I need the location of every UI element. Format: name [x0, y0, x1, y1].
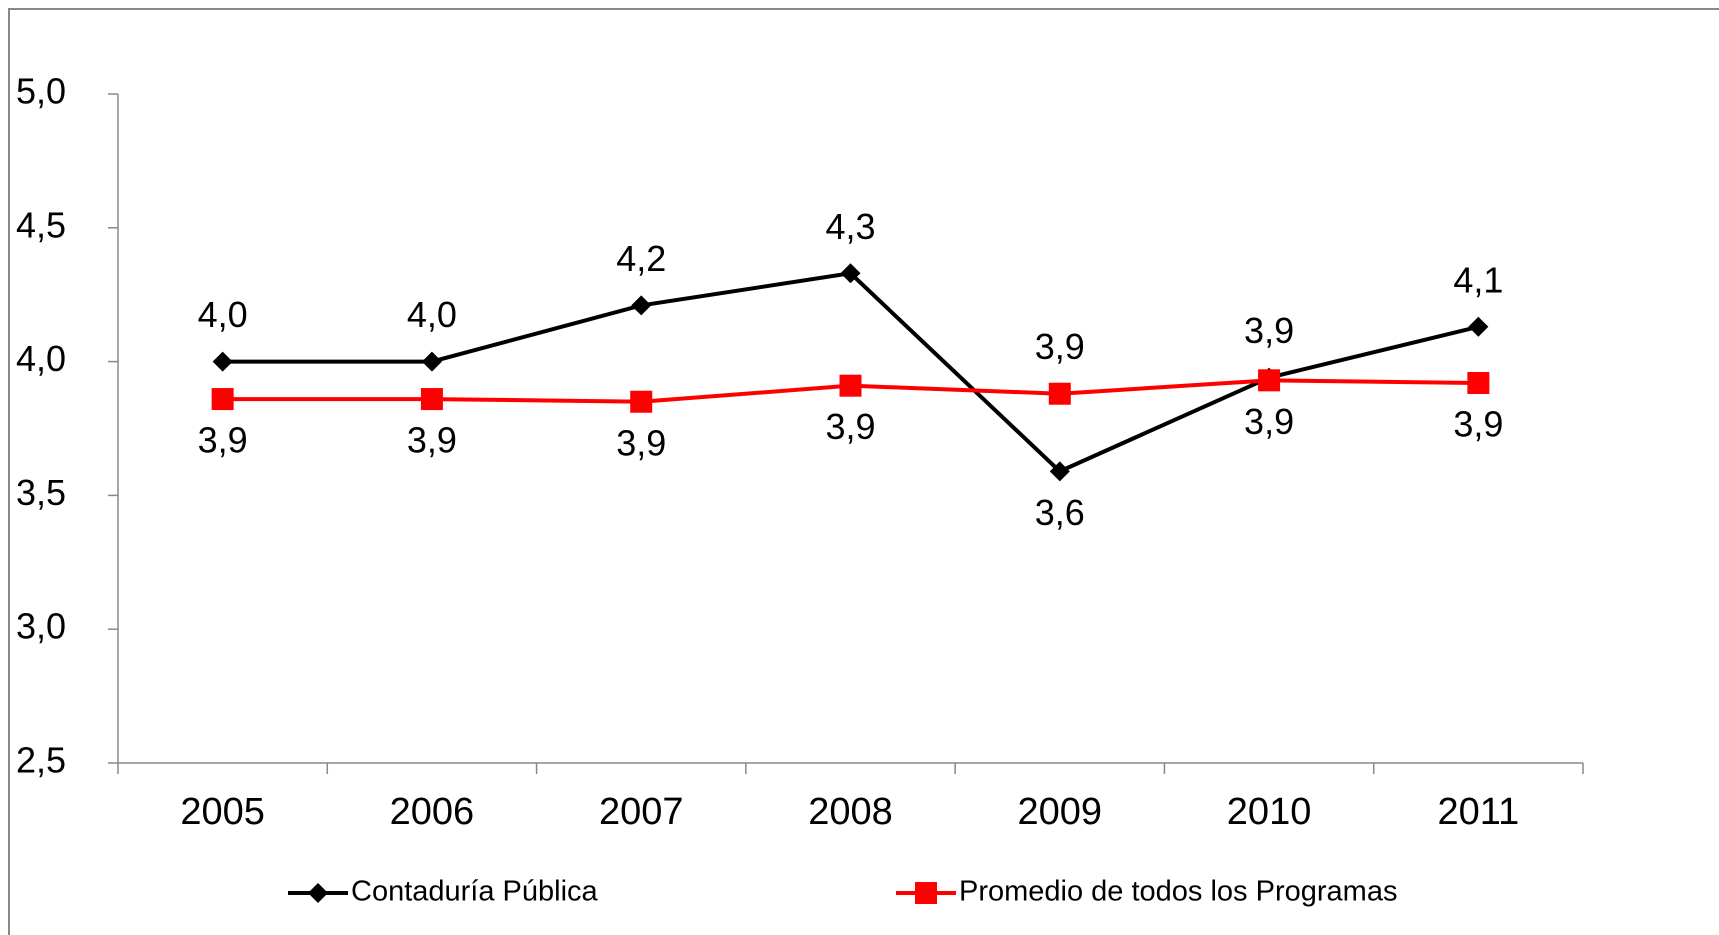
data-point: [1467, 372, 1490, 395]
legend-label: Contaduría Pública: [351, 876, 599, 908]
y-tick-label: 4,5: [16, 204, 66, 245]
x-tick-label: 2006: [390, 791, 475, 833]
data-point: [212, 351, 233, 372]
data-label: 4,3: [825, 206, 875, 247]
data-label: 3,9: [1244, 310, 1294, 351]
data-label: 4,2: [616, 238, 666, 279]
legend-label: Promedio de todos los Programas: [959, 876, 1397, 908]
data-label: 4,0: [407, 294, 457, 335]
x-tick-label: 2008: [808, 791, 893, 833]
legend-marker: [915, 882, 937, 904]
data-point: [211, 388, 234, 411]
data-point: [1049, 461, 1070, 482]
x-tick-label: 2009: [1018, 791, 1103, 833]
data-point: [1258, 369, 1281, 392]
x-tick-label: 2010: [1227, 791, 1312, 833]
data-label: 3,9: [825, 406, 875, 447]
data-point: [840, 263, 861, 284]
data-point: [839, 374, 862, 397]
data-point: [631, 295, 652, 316]
data-label: 3,9: [198, 420, 248, 461]
data-label: 4,0: [198, 294, 248, 335]
y-tick-label: 3,5: [16, 472, 66, 513]
data-label: 3,9: [1244, 401, 1294, 442]
data-label: 3,9: [616, 422, 666, 463]
x-tick-label: 2011: [1437, 791, 1519, 833]
y-tick-label: 5,0: [16, 71, 66, 112]
data-label: 3,9: [1035, 326, 1085, 367]
data-point: [421, 351, 442, 372]
data-label: 3,6: [1035, 492, 1085, 533]
data-point: [1468, 316, 1489, 337]
chart-border: [8, 8, 1719, 935]
y-tick-label: 4,0: [16, 338, 66, 379]
data-label: 4,1: [1453, 259, 1503, 300]
data-point: [420, 388, 443, 411]
y-tick-label: 3,0: [16, 606, 66, 647]
x-tick-label: 2005: [180, 791, 265, 833]
legend-marker: [308, 883, 328, 903]
x-tick-label: 2007: [599, 791, 684, 833]
data-point: [630, 390, 653, 413]
y-tick-label: 2,5: [16, 740, 66, 781]
data-point: [1048, 382, 1071, 405]
data-label: 3,9: [407, 420, 457, 461]
data-label: 3,9: [1453, 404, 1503, 445]
